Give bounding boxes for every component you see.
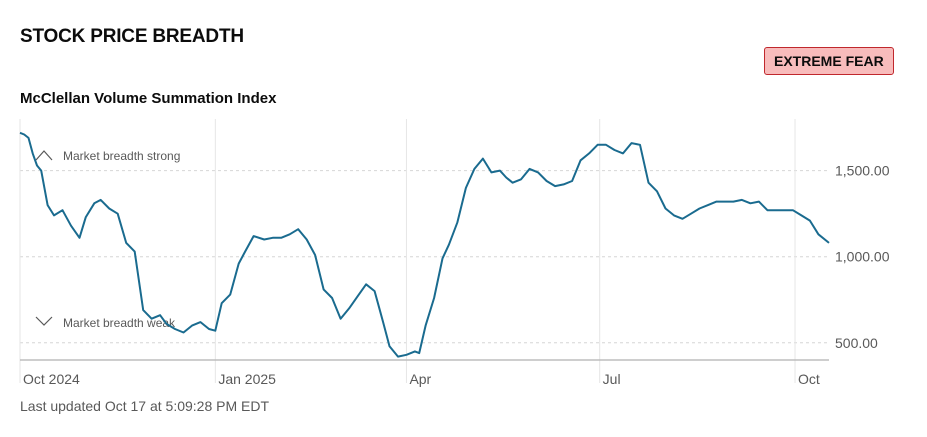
annotation-weak: Market breadth weak [35, 316, 176, 330]
chart-grid [19, 119, 829, 383]
chart-subtitle: McClellan Volume Summation Index [20, 90, 277, 107]
x-tick-label: Oct [798, 371, 820, 387]
y-axis-ticks: 500.00 1,000.00 1,500.00 [835, 163, 890, 351]
last-updated-text: Last updated Oct 17 at 5:09:28 PM EDT [20, 398, 270, 414]
x-tick-label: Oct 2024 [23, 371, 80, 387]
chevron-down-icon [35, 316, 53, 326]
annotation-strong: Market breadth strong [35, 149, 180, 163]
x-tick-label: Apr [409, 371, 431, 387]
x-axis-ticks: Oct 2024 Jan 2025 Apr Jul Oct [23, 371, 820, 387]
fear-greed-status-badge: EXTREME FEAR [764, 47, 894, 75]
annotation-strong-label: Market breadth strong [63, 149, 180, 163]
x-tick-label: Jul [603, 371, 621, 387]
y-tick-label: 1,000.00 [835, 249, 890, 265]
page-title: STOCK PRICE BREADTH [20, 26, 244, 47]
chevron-up-icon [35, 150, 53, 161]
summation-index-line [19, 131, 830, 358]
y-tick-label: 1,500.00 [835, 163, 890, 179]
annotation-weak-label: Market breadth weak [63, 316, 176, 330]
y-tick-label: 500.00 [835, 335, 878, 351]
x-tick-label: Jan 2025 [218, 371, 276, 387]
